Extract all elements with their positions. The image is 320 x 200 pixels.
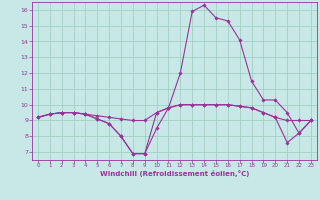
X-axis label: Windchill (Refroidissement éolien,°C): Windchill (Refroidissement éolien,°C): [100, 170, 249, 177]
